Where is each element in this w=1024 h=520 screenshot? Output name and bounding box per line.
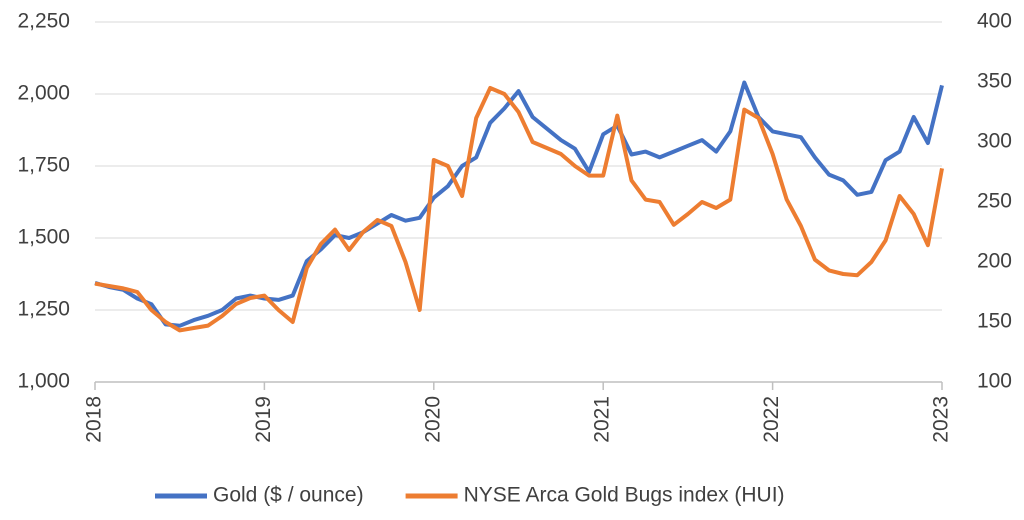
y2-tick-label: 400 [977,10,1012,33]
y2-tick-label: 100 [977,370,1012,393]
series-line [94,86,944,333]
y2-tick-label: 150 [977,310,1012,333]
series-line [94,80,944,328]
x-tick-label: 2019 [252,396,275,443]
y-tick-label: 1,500 [17,226,70,249]
legend-label: Gold ($ / ounce) [213,484,364,507]
x-tick-label: 2023 [930,396,953,443]
legend: Gold ($ / ounce) NYSE Arca Gold Bugs inde… [155,484,785,507]
y2-tick-label: 200 [977,250,1012,273]
x-tick-label: 2018 [83,396,106,443]
y-tick-label: 2,000 [17,82,70,105]
y2-tick-label: 350 [977,70,1012,93]
x-tick-label: 2022 [760,396,783,443]
y2-tick-label: 300 [977,130,1012,153]
x-tick-label: 2020 [421,396,444,443]
y-tick-label: 2,250 [17,10,70,33]
y2-tick-label: 250 [977,190,1012,213]
legend-label: NYSE Arca Gold Bugs index (HUI) [464,484,785,507]
y-tick-label: 1,250 [17,298,70,321]
x-tick-label: 2021 [591,396,614,443]
y-tick-label: 1,000 [17,370,70,393]
y-tick-label: 1,750 [17,154,70,177]
